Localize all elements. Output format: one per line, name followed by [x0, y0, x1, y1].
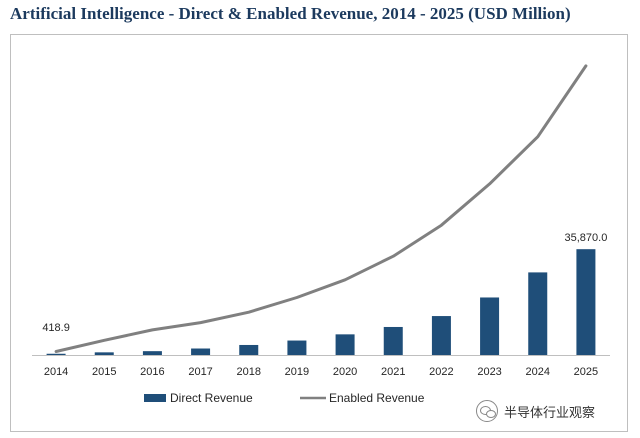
x-tick-label-2025: 2025 [574, 366, 598, 378]
x-tick-label-2014: 2014 [44, 366, 68, 378]
x-tick-label-2018: 2018 [237, 366, 261, 378]
x-tick-label-2022: 2022 [429, 366, 453, 378]
series-line-enabled-revenue [54, 64, 588, 353]
legend-label-direct-revenue: Direct Revenue [170, 391, 253, 405]
bar-2014 [46, 353, 66, 355]
bar-2024 [528, 272, 548, 355]
bar-2020 [335, 334, 355, 355]
data-label-2025: 35,870.0 [565, 232, 608, 244]
watermark-text: 半导体行业观察 [504, 405, 596, 421]
legend-label-enabled-revenue: Enabled Revenue [329, 391, 425, 405]
wechat-icon [476, 400, 498, 422]
bar-2021 [383, 326, 403, 355]
x-tick-label-2020: 2020 [333, 366, 357, 378]
watermark: 半导体行业观察 [476, 400, 596, 422]
chart-frame [10, 34, 628, 432]
bar-2019 [287, 340, 307, 355]
bar-2025 [576, 249, 596, 355]
bar-2015 [94, 352, 114, 355]
data-label-2014: 418.9 [42, 322, 70, 334]
chart-title: Artificial Intelligence - Direct & Enabl… [10, 4, 571, 23]
bar-2018 [239, 344, 259, 355]
x-tick-label-2017: 2017 [188, 366, 212, 378]
bar-2023 [480, 297, 500, 355]
x-tick-label-2024: 2024 [526, 366, 550, 378]
x-tick-label-2019: 2019 [285, 366, 309, 378]
bar-2017 [191, 348, 211, 355]
x-tick-label-2023: 2023 [477, 366, 501, 378]
legend-swatch-direct-revenue [144, 394, 166, 402]
bar-2022 [431, 316, 451, 355]
x-tick-label-2015: 2015 [92, 366, 116, 378]
x-tick-label-2016: 2016 [140, 366, 164, 378]
x-tick-label-2021: 2021 [381, 366, 405, 378]
bar-2016 [142, 351, 162, 355]
